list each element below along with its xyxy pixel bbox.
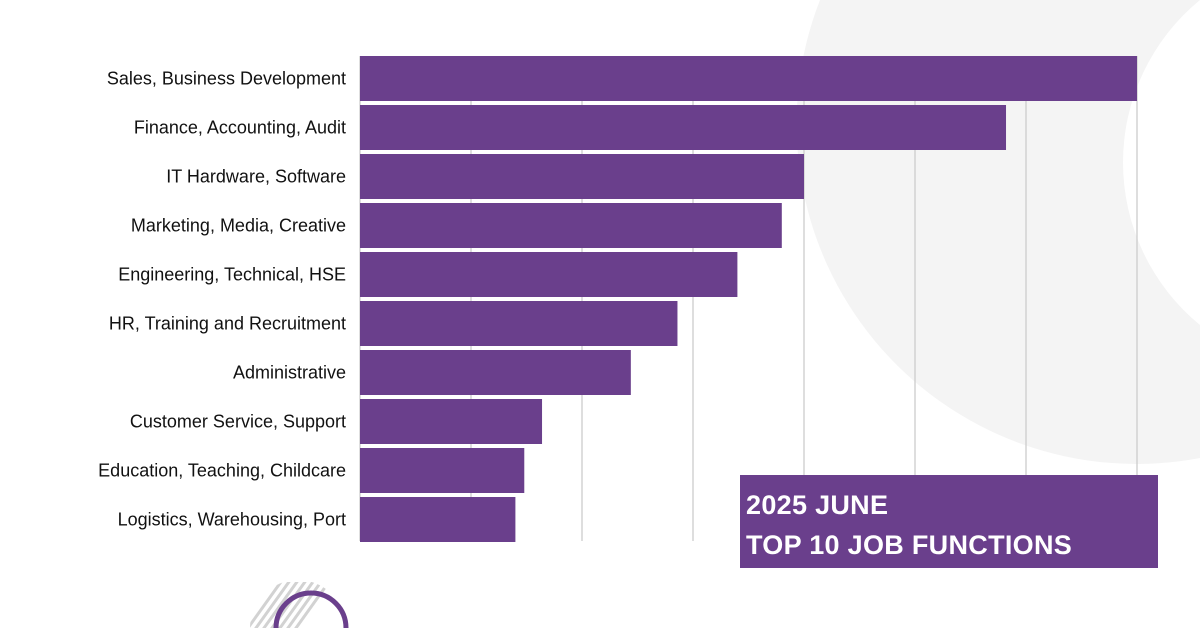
bar xyxy=(360,154,804,199)
category-label: Engineering, Technical, HSE xyxy=(118,265,346,285)
logo-stripes xyxy=(250,582,338,628)
bars xyxy=(360,56,1137,542)
category-label: Administrative xyxy=(233,363,346,383)
logo-arc xyxy=(273,590,349,628)
category-label: Logistics, Warehousing, Port xyxy=(118,510,346,530)
category-label: HR, Training and Recruitment xyxy=(109,314,346,334)
title-line-date: 2025 JUNE xyxy=(746,490,889,520)
bar xyxy=(360,105,1007,150)
category-label: Marketing, Media, Creative xyxy=(131,216,346,236)
bar xyxy=(360,399,543,444)
category-label: Customer Service, Support xyxy=(130,412,346,432)
bar xyxy=(360,497,516,542)
category-label: IT Hardware, Software xyxy=(166,167,346,187)
category-label: Finance, Accounting, Audit xyxy=(134,118,346,138)
grid-lines xyxy=(359,56,1138,541)
title-line-heading: TOP 10 JOB FUNCTIONS xyxy=(746,530,1073,560)
bar xyxy=(360,252,738,297)
bar xyxy=(360,350,631,395)
bar xyxy=(360,448,525,493)
category-label: Education, Teaching, Childcare xyxy=(98,461,346,481)
bar xyxy=(360,301,678,346)
category-labels: Sales, Business Development Finance, Acco… xyxy=(98,69,346,530)
category-label: Sales, Business Development xyxy=(107,69,346,89)
bar xyxy=(360,56,1137,101)
bar xyxy=(360,203,782,248)
chart-title-box: 2025 JUNE TOP 10 JOB FUNCTIONS xyxy=(740,475,1158,568)
striped-circle-logo xyxy=(250,582,349,628)
